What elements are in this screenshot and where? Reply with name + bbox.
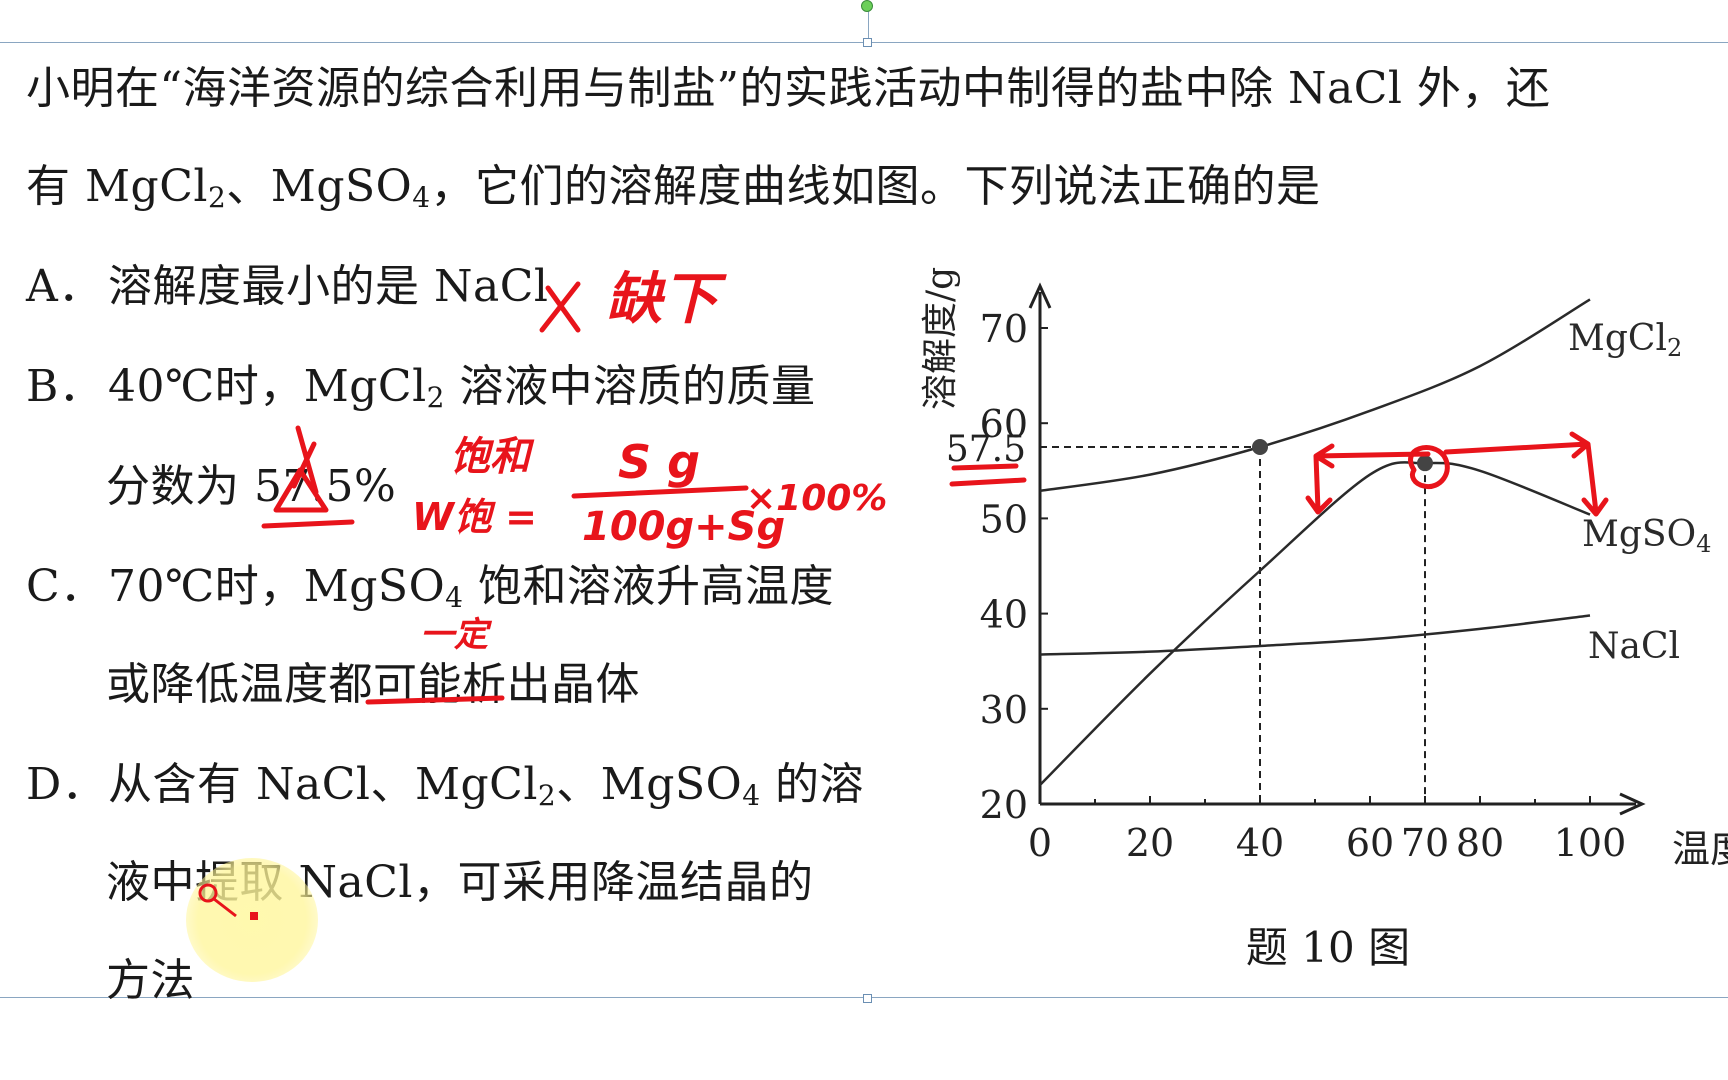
y-tick-label: 60 <box>980 402 1028 446</box>
option-a-text: 溶解度最小的是 NaCl <box>108 261 549 312</box>
option-b-line-2: 分数为 57.5% <box>106 461 397 512</box>
chart-series <box>1039 298 1591 786</box>
series-label-mgcl2: MgCl2 <box>1568 318 1682 362</box>
x-tick-label: 80 <box>1456 821 1504 865</box>
option-d-letter: D． <box>26 759 107 810</box>
marked-y-label: 57.5 <box>946 429 1026 470</box>
option-a-letter: A． <box>26 261 103 312</box>
y-tick-label: 40 <box>980 593 1028 637</box>
series-label-mgso4: MgSO4 <box>1582 514 1711 558</box>
x-axis-arrow <box>1619 792 1646 816</box>
option-c-letter: C． <box>26 561 105 612</box>
x-tick-label: 70 <box>1401 821 1449 865</box>
series-line-nacl <box>1039 614 1591 656</box>
x-tick-label: 20 <box>1126 821 1174 865</box>
x-axis-title: 温度/℃ <box>1672 827 1728 871</box>
chart-caption: 题 10 图 <box>1246 923 1410 972</box>
y-tick-label: 50 <box>980 497 1028 541</box>
resize-handle-bottom[interactable] <box>863 994 872 1003</box>
series-label-nacl: NaCl <box>1588 626 1680 667</box>
series-line-mgcl2 <box>1039 298 1591 493</box>
y-tick-label: 70 <box>980 307 1028 351</box>
cursor-highlight <box>186 858 318 982</box>
option-b-line-1: B． 40℃时，MgCl2 溶液中溶质的质量 <box>26 350 816 414</box>
option-c-line-1: C．70℃时，MgSO4 饱和溶液升高温度 <box>26 550 834 614</box>
rotate-handle-stem <box>868 6 869 40</box>
option-a: A． 溶解度最小的是 NaCl <box>26 250 548 314</box>
series-line-mgso4 <box>1039 461 1591 786</box>
x-tick-label: 40 <box>1236 821 1284 865</box>
y-tick-label: 30 <box>980 688 1028 732</box>
marked-point <box>1252 439 1268 455</box>
question-line-2: 有 MgCl2、MgSO4，它们的溶解度曲线如图。下列说法正确的是 <box>26 161 1321 214</box>
rotate-handle[interactable] <box>861 0 873 12</box>
x-tick-label: 100 <box>1554 821 1627 865</box>
chart-axes <box>1028 282 1646 816</box>
y-tick-label: 20 <box>980 783 1028 827</box>
chart-labels: 0 20 40 60 70 80 10020304050607057.5MgCl2MgSO4… <box>920 267 1728 871</box>
y-axis-arrow <box>1028 282 1052 309</box>
option-d-line-1: D．从含有 NaCl、MgCl2、MgSO4 的溶 <box>26 748 864 812</box>
option-b-letter: B． <box>26 361 104 412</box>
y-axis-title: 溶解度/g <box>920 267 961 410</box>
chart-guides <box>1040 446 1426 804</box>
x-tick-label: 0 <box>1028 821 1052 865</box>
resize-handle-top[interactable] <box>863 38 872 47</box>
option-d-line-3: 方法 <box>106 955 195 1006</box>
x-tick-label: 60 <box>1346 821 1394 865</box>
marked-point <box>1417 455 1433 472</box>
question-line-1: 小明在“海洋资源的综合利用与制盐”的实践活动中制得的盐中除 NaCl 外，还 <box>26 63 1551 114</box>
